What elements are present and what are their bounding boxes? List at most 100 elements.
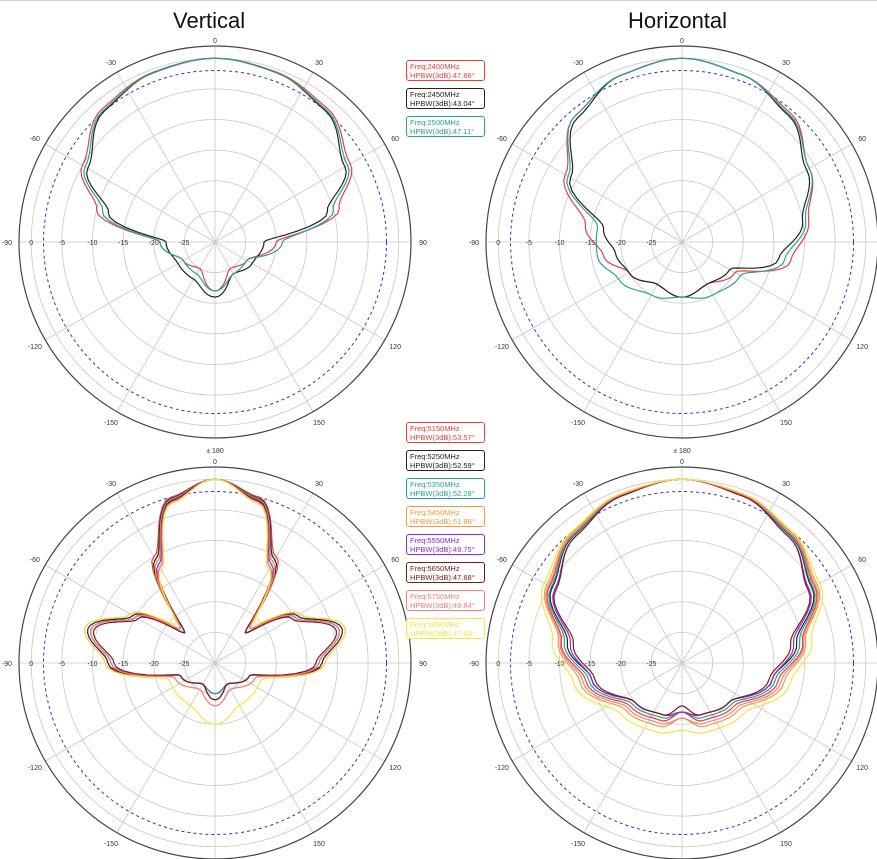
angle-tick-label: 120 (856, 765, 868, 772)
legend-hpbw: HPBW(3dB):47.11° (410, 127, 475, 136)
angle-tick-label: 120 (389, 344, 401, 351)
series-line (83, 57, 350, 292)
radial-tick-label: -20 (616, 240, 626, 247)
grid-spoke (681, 662, 852, 762)
legend-hpbw: HPBW(3dB):52.59° (410, 461, 475, 470)
series-line (545, 478, 819, 725)
radial-tick-label: -20 (616, 661, 626, 668)
radial-tick-label: -10 (87, 661, 97, 668)
outer-ring (18, 45, 412, 439)
angle-tick-label: ± 180 (673, 448, 691, 455)
legend-freq: Freq:2450MHz (410, 90, 460, 99)
legend-hpbw: HPBW(3dB):53.57° (410, 433, 475, 442)
legend-hpbw: HPBW(3dB):47.68° (410, 573, 475, 582)
legend-entry: Freq:2400MHz HPBW(3dB):47.66° (406, 60, 485, 81)
grid-spoke (45, 241, 216, 341)
angle-tick-label: 60 (858, 557, 866, 564)
series-line (566, 57, 814, 299)
radial-tick-label: -25 (646, 661, 656, 668)
legend-hpbw: HPBW(3dB):49.84° (410, 601, 475, 610)
legend-entry: Freq:5450MHz HPBW(3dB):51.98° (406, 506, 485, 527)
reference-ring (43, 491, 387, 835)
angle-tick-label: 150 (313, 420, 325, 427)
outer-ring (485, 466, 877, 859)
radial-tick-label: -25 (179, 240, 189, 247)
outer-ring (18, 466, 412, 859)
angle-tick-label: 150 (313, 841, 325, 848)
legend-freq: Freq:5250MHz (410, 452, 460, 461)
angle-tick-label: 0 (213, 459, 217, 466)
angle-tick-label: -90 (2, 240, 12, 247)
legend-hpbw: HPBW(3dB):43.04° (410, 99, 475, 108)
grid-spoke (681, 662, 781, 833)
grid-spoke (681, 241, 852, 341)
legend-entry: Freq:5550MHz HPBW(3dB):49.75° (406, 534, 485, 555)
legend-entry: Freq:5350MHz HPBW(3dB):52.28° (406, 478, 485, 499)
legend-freq: Freq:5350MHz (410, 480, 460, 489)
angle-tick-label: -30 (573, 60, 583, 67)
series-line (89, 478, 341, 707)
angle-tick-label: -90 (469, 240, 479, 247)
legend-freq: Freq:5550MHz (410, 536, 460, 545)
grid-spoke (681, 143, 852, 243)
angle-tick-label: 30 (315, 481, 323, 488)
angle-tick-label: -150 (571, 420, 585, 427)
angle-tick-label: 0 (680, 38, 684, 45)
grid-spokes (486, 46, 877, 438)
grid-spoke (214, 72, 314, 243)
grid-spoke (583, 241, 683, 412)
radial-tick-label: -25 (646, 240, 656, 247)
angle-tick-label: ± 180 (206, 448, 224, 455)
legend-freq: Freq:5650MHz (410, 564, 460, 573)
angle-tick-label: 0 (213, 38, 217, 45)
legend-entry: Freq:2500MHz HPBW(3dB):47.11° (406, 116, 485, 137)
radial-tick-label: -10 (554, 240, 564, 247)
radial-tick-label: -15 (585, 240, 595, 247)
column-title-horizontal: Horizontal (628, 8, 728, 33)
radial-tick-label: -15 (585, 661, 595, 668)
angle-tick-label: -90 (2, 661, 12, 668)
series-line (563, 57, 814, 298)
series-line (84, 478, 346, 725)
angle-tick-label: -30 (106, 481, 116, 488)
legend-entry: Freq:5850MHz HPBW(3dB):47.64° (406, 618, 485, 639)
angle-tick-label: -150 (571, 841, 585, 848)
grid-spoke (116, 662, 216, 833)
grid-spoke (583, 493, 683, 664)
grid-spoke (583, 72, 683, 243)
radial-tick-label: -5 (526, 240, 532, 247)
grid-spoke (214, 493, 314, 664)
angle-tick-label: 60 (858, 136, 866, 143)
series-line (552, 478, 812, 716)
radial-tick-label: 0 (29, 240, 33, 247)
angle-tick-label: 120 (389, 765, 401, 772)
grid-spoke (512, 241, 683, 341)
radial-tick-label: -25 (179, 661, 189, 668)
angle-tick-label: -120 (495, 765, 509, 772)
grid-spoke (681, 241, 781, 412)
angle-tick-label: -120 (28, 344, 42, 351)
angle-tick-label: -60 (497, 557, 507, 564)
grid-spoke (512, 564, 683, 664)
legend-hpbw: HPBW(3dB):51.98° (410, 517, 475, 526)
angle-tick-label: -150 (104, 420, 118, 427)
legend-entry: Freq:5150MHz HPBW(3dB):53.57° (406, 422, 485, 443)
angle-tick-label: -30 (573, 481, 583, 488)
angle-tick-label: 30 (782, 60, 790, 67)
column-title-vertical: Vertical (173, 8, 246, 33)
legend-hpbw: HPBW(3dB):47.66° (410, 71, 475, 80)
angle-tick-label: 120 (856, 344, 868, 351)
outer-ring (485, 45, 877, 439)
series-group (84, 478, 346, 725)
radial-tick-label: 0 (496, 240, 500, 247)
grid-spoke (583, 662, 683, 833)
grid-spoke (45, 143, 216, 243)
grid-spokes (19, 467, 411, 859)
series-line (553, 478, 811, 716)
legend-freq: Freq:2400MHz (410, 62, 460, 71)
